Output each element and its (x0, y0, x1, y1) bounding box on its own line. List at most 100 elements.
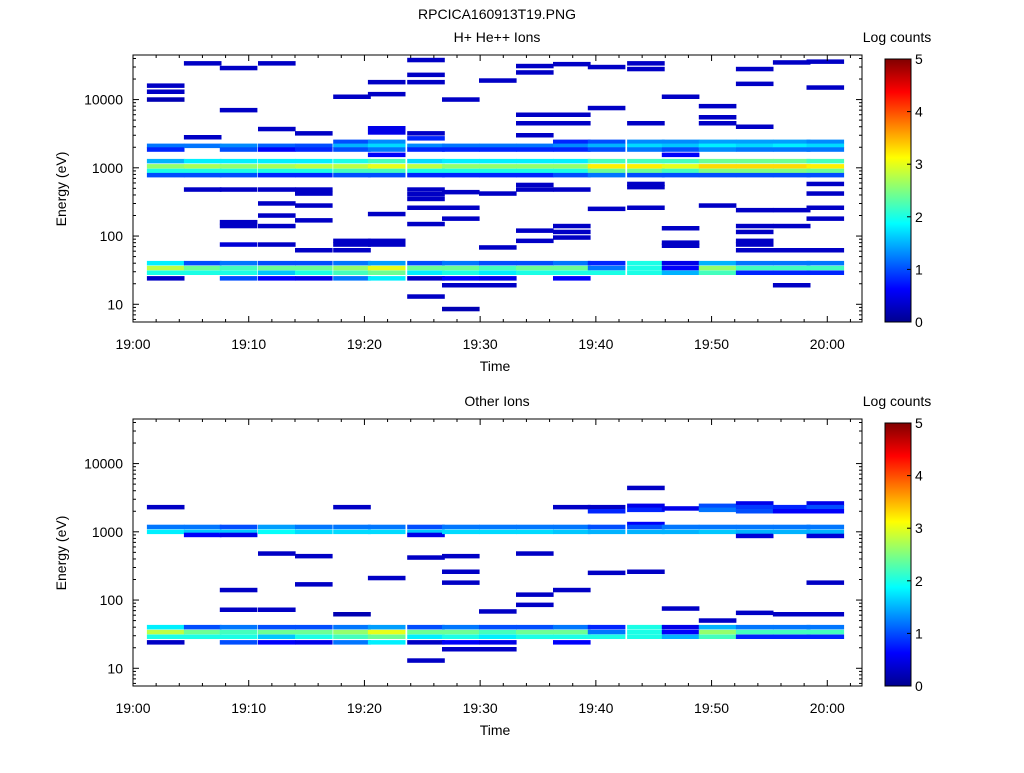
heatmap-cell (295, 191, 333, 196)
heatmap-cell (772, 139, 811, 145)
heatmap-cell (258, 640, 296, 645)
heatmap-cell (258, 624, 296, 630)
heatmap-cell (295, 248, 333, 253)
heatmap-cell (333, 238, 371, 244)
heatmap-cell (553, 61, 591, 67)
heatmap-cell (146, 640, 185, 645)
heatmap-cell (735, 158, 774, 164)
heatmap-cell (772, 260, 811, 266)
colorbar-label: Log counts (863, 29, 932, 45)
heatmap-cell (772, 509, 811, 514)
heatmap-cell (698, 618, 737, 623)
heatmap-cell (219, 529, 258, 535)
heatmap-cell (698, 507, 737, 513)
heatmap-cell (698, 103, 737, 109)
heatmap-cell (407, 147, 445, 152)
heatmap-cell (698, 121, 737, 126)
heatmap-cell (516, 133, 554, 138)
x-axis-label: Time (480, 358, 511, 374)
heatmap-cell (661, 143, 700, 149)
heatmap-cell (772, 248, 811, 253)
heatmap-cell (295, 553, 333, 559)
heatmap-cell (219, 65, 258, 71)
heatmap-cell (258, 61, 296, 66)
x-tick-label: 19:00 (115, 336, 150, 352)
heatmap-cell (772, 270, 811, 275)
heatmap-cell (516, 172, 554, 178)
heatmap-cell (806, 164, 845, 169)
heatmap-cell (333, 260, 371, 266)
heatmap-cell (806, 260, 845, 266)
y-tick-label: 1000 (92, 524, 123, 540)
heatmap-cell (442, 147, 480, 152)
heatmap-cell (516, 164, 554, 169)
heatmap-cell (333, 276, 371, 281)
heatmap-cell (367, 147, 406, 152)
heatmap-cell (219, 260, 258, 266)
colorbar-tick-label: 1 (915, 625, 923, 641)
heatmap-cell (661, 240, 700, 245)
heatmap-cell (516, 238, 554, 244)
y-tick-label: 100 (100, 228, 124, 244)
heatmap-cell (367, 640, 406, 645)
heatmap-cell (735, 270, 774, 275)
heatmap-cell (627, 270, 665, 275)
heatmap-cell (516, 524, 554, 530)
heatmap-cell (516, 121, 554, 126)
heatmap-cell (295, 582, 333, 587)
heatmap-cell (367, 126, 406, 131)
heatmap-cell (442, 143, 480, 149)
heatmap-cell (183, 529, 222, 535)
heatmap-cell (258, 529, 296, 535)
page-title: RPCICA160913T19.PNG (418, 6, 576, 22)
heatmap-cell (183, 143, 222, 149)
heatmap-cell (661, 158, 700, 164)
heatmap-cell (587, 168, 626, 174)
heatmap-cell (367, 91, 406, 97)
heatmap-cell (146, 147, 185, 152)
heatmap-cell (367, 79, 406, 85)
heatmap-cell (183, 634, 222, 639)
heatmap-cell (806, 524, 845, 530)
heatmap-cell (735, 260, 774, 266)
heatmap-cell (183, 629, 222, 635)
heatmap-cell (219, 276, 258, 281)
heatmap-cell (772, 283, 811, 288)
heatmap-cell (442, 529, 480, 535)
heatmap-cell (735, 164, 774, 169)
heatmap-cell (146, 260, 185, 266)
heatmap-cell (627, 158, 665, 164)
heatmap-cell (553, 235, 591, 240)
heatmap-cell (735, 501, 774, 506)
heatmap-cell (219, 147, 258, 152)
heatmap-cell (367, 265, 406, 271)
heatmap-cell (442, 624, 480, 630)
heatmap-cell (258, 187, 296, 192)
heatmap-cell (219, 187, 258, 192)
heatmap-cell (258, 158, 296, 164)
heatmap-cell (627, 164, 665, 169)
heatmap-cell (772, 172, 811, 178)
heatmap-cell (627, 61, 665, 66)
heatmap-cell (258, 143, 296, 149)
heatmap-cell (258, 524, 296, 530)
heatmap-cell (772, 624, 811, 630)
heatmap-cell (183, 260, 222, 266)
heatmap-cell (295, 187, 333, 192)
y-axis-label: Energy (eV) (53, 152, 69, 227)
heatmap-cell (516, 143, 554, 149)
heatmap-cell (735, 143, 774, 149)
x-tick-label: 19:00 (115, 700, 150, 716)
heatmap-cell (479, 270, 517, 275)
heatmap-cell (735, 533, 774, 539)
heatmap-cell (442, 580, 480, 585)
heatmap-cell (516, 260, 554, 266)
heatmap-cell (479, 609, 517, 614)
heatmap-cell (367, 276, 406, 281)
colorbar-tick-label: 2 (915, 573, 923, 589)
heatmap-cell (698, 115, 737, 120)
heatmap-cell (516, 629, 554, 635)
heatmap-cell (442, 569, 480, 574)
heatmap-cell (516, 592, 554, 597)
heatmap-cell (627, 521, 665, 527)
